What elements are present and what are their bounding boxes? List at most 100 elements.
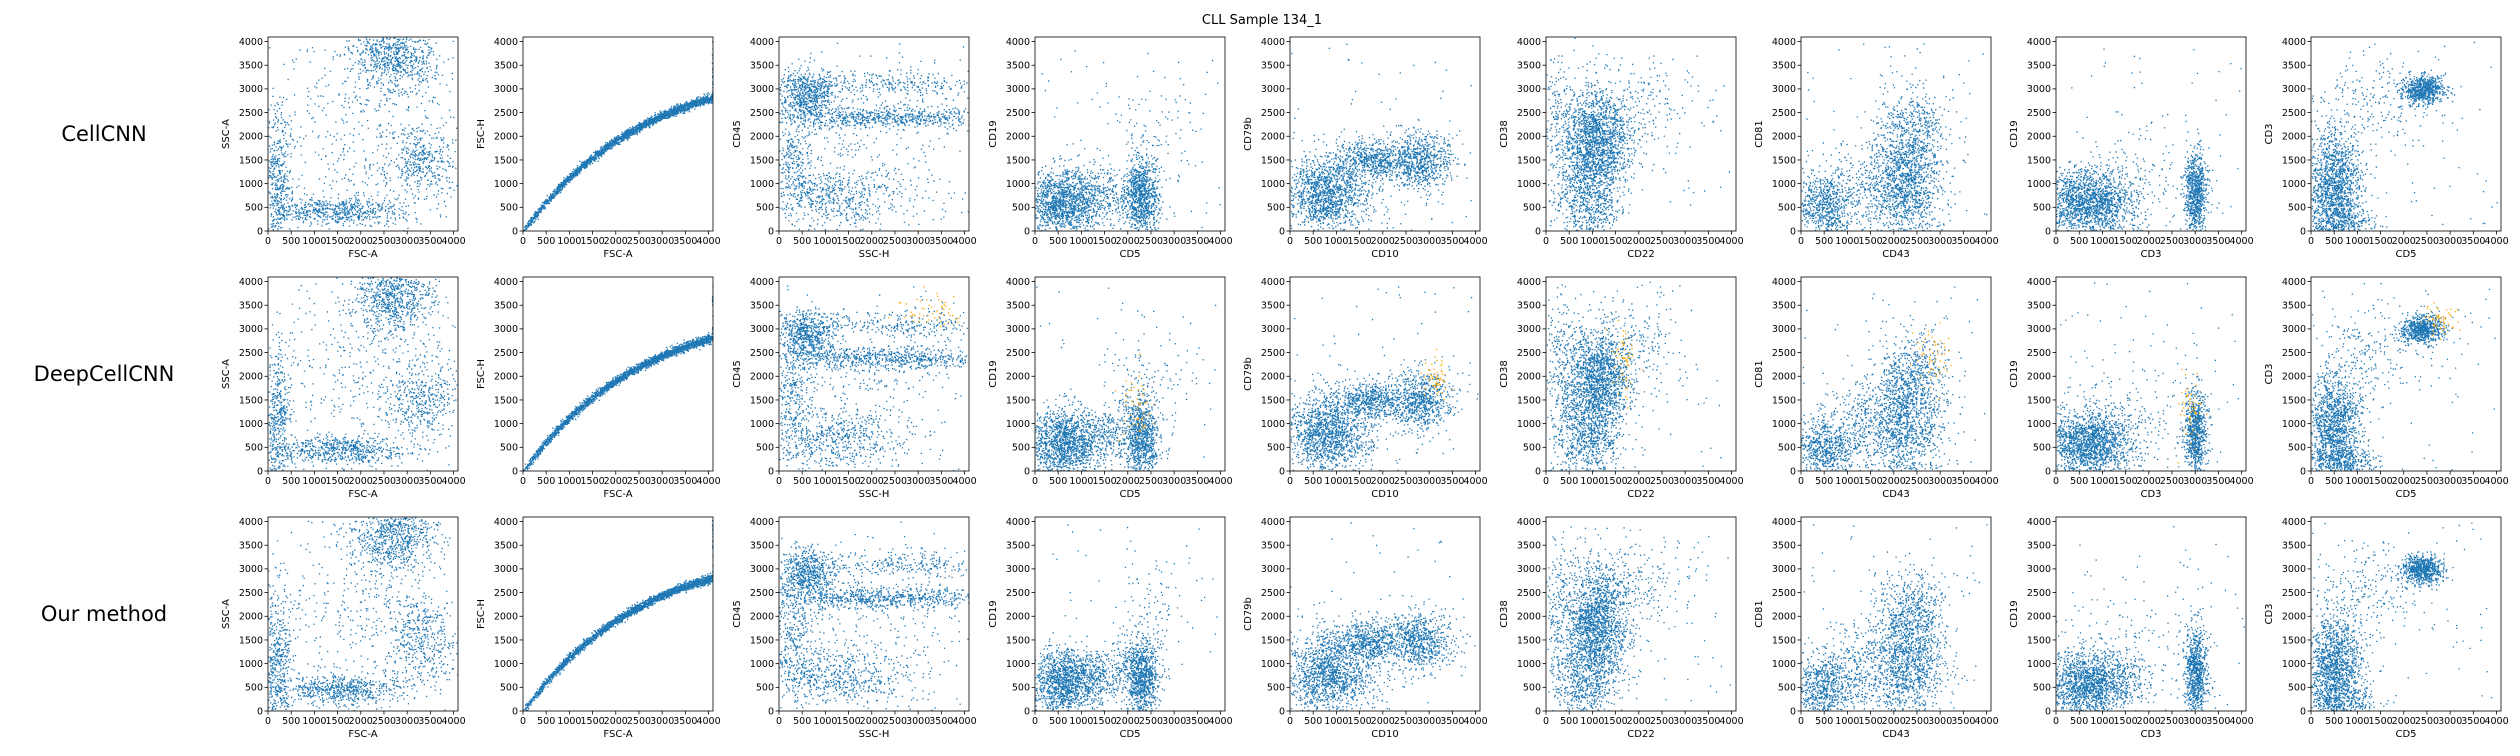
y-tick-label: 2000 <box>1772 612 1796 623</box>
y-tick-label: 0 <box>1535 226 1541 237</box>
x-tick-label: 0 <box>265 236 271 247</box>
scatter-series <box>2056 526 2245 712</box>
x-tick-label: 3500 <box>418 716 442 727</box>
y-tick-label: 2500 <box>1261 348 1285 359</box>
y-tick-label: 4000 <box>239 517 263 528</box>
y-tick-label: 3000 <box>1772 84 1796 95</box>
y-tick-label: 3000 <box>2282 324 2306 335</box>
x-tick-label: 3000 <box>1928 476 1952 487</box>
x-tick-label: 1000 <box>1580 236 1604 247</box>
y-tick-label: 2500 <box>2282 588 2306 599</box>
x-tick-label: 1000 <box>557 716 581 727</box>
x-tick-label: 0 <box>1032 476 1038 487</box>
scatter-series <box>523 284 714 473</box>
y-tick-label: 0 <box>1790 226 1796 237</box>
y-tick-label: 4000 <box>239 277 263 288</box>
y-tick-label: 3500 <box>2027 61 2051 72</box>
y-tick-label: 1500 <box>1772 155 1796 166</box>
y-tick-label: 1000 <box>2282 659 2306 670</box>
x-tick-label: 1500 <box>1603 476 1627 487</box>
y-tick-label: 1000 <box>2027 419 2051 430</box>
x-tick-label: 2000 <box>1371 236 1395 247</box>
x-tick-label: 0 <box>1287 236 1293 247</box>
x-tick-label: 1500 <box>836 476 860 487</box>
x-tick-label: 2500 <box>1650 476 1674 487</box>
x-tick-label: 1000 <box>2090 716 2114 727</box>
y-tick-label: 1000 <box>1261 179 1285 190</box>
x-tick-label: 3000 <box>906 716 930 727</box>
x-tick-label: 3500 <box>2206 476 2230 487</box>
x-tick-label: 1500 <box>325 476 349 487</box>
y-tick-label: 0 <box>2045 466 2051 477</box>
x-tick-label: 2000 <box>2392 716 2416 727</box>
scatter-points <box>779 285 970 472</box>
y-tick-label: 2000 <box>239 612 263 623</box>
x-tick-label: 2500 <box>2415 716 2439 727</box>
y-tick-label: 2000 <box>1517 132 1541 143</box>
y-tick-label: 1500 <box>494 635 518 646</box>
x-tick-label: 500 <box>1049 476 1067 487</box>
x-tick-label: 3500 <box>929 716 953 727</box>
y-tick-label: 2500 <box>750 108 774 119</box>
y-tick-label: 1000 <box>750 179 774 190</box>
y-tick-label: 0 <box>1279 466 1285 477</box>
x-tick-label: 2500 <box>1650 236 1674 247</box>
y-tick-label: 2000 <box>1517 612 1541 623</box>
x-tick-label: 1500 <box>1858 716 1882 727</box>
y-tick-label: 4000 <box>494 277 518 288</box>
scatter-series <box>268 517 458 712</box>
x-tick-label: 1000 <box>557 476 581 487</box>
y-tick-label: 3500 <box>1517 61 1541 72</box>
x-axis-label: CD3 <box>2140 489 2161 500</box>
y-tick-label: 1000 <box>239 179 263 190</box>
panel-1-7: 0050050010001000150015002000200025002500… <box>2009 277 2254 500</box>
x-axis-label: CD10 <box>1371 489 1398 500</box>
x-tick-label: 1000 <box>1069 716 1093 727</box>
y-tick-label: 500 <box>500 443 518 454</box>
panel-1-2: 0050050010001000150015002000200025002500… <box>732 277 977 500</box>
x-tick-label: 1000 <box>2345 716 2369 727</box>
x-tick-label: 3000 <box>1673 476 1697 487</box>
x-axis-label: CD5 <box>2395 489 2416 500</box>
scatter-points <box>1035 287 1216 473</box>
y-axis-label: CD45 <box>732 120 743 147</box>
scatter-series <box>1035 287 1216 473</box>
x-tick-label: 3500 <box>673 716 697 727</box>
x-tick-label: 2000 <box>2137 716 2161 727</box>
scatter-series <box>2311 42 2498 233</box>
x-tick-label: 3000 <box>650 236 674 247</box>
y-tick-label: 2500 <box>494 588 518 599</box>
x-tick-label: 3500 <box>1951 236 1975 247</box>
y-axis-label: CD19 <box>2009 120 2020 147</box>
scatter-series <box>779 43 970 231</box>
x-tick-label: 500 <box>1304 236 1322 247</box>
y-tick-label: 2500 <box>1772 108 1796 119</box>
y-tick-label: 2000 <box>2027 612 2051 623</box>
x-tick-label: 0 <box>265 476 271 487</box>
x-tick-label: 0 <box>1543 476 1549 487</box>
y-tick-label: 500 <box>2288 683 2306 694</box>
y-tick-label: 0 <box>1790 466 1796 477</box>
y-axis-label: SSC-A <box>221 599 232 629</box>
y-tick-label: 0 <box>768 706 774 717</box>
x-tick-label: 500 <box>1049 716 1067 727</box>
y-tick-label: 1500 <box>1261 395 1285 406</box>
y-tick-label: 1500 <box>750 635 774 646</box>
y-tick-label: 3000 <box>750 84 774 95</box>
y-tick-label: 3000 <box>1006 324 1030 335</box>
y-tick-label: 2000 <box>2282 612 2306 623</box>
y-tick-label: 1500 <box>1006 635 1030 646</box>
tick-labels: 0050050010001000150015002000200025002500… <box>2282 37 2509 247</box>
y-tick-label: 1000 <box>239 419 263 430</box>
x-tick-label: 4000 <box>696 236 720 247</box>
y-tick-label: 4000 <box>2282 37 2306 48</box>
y-tick-label: 3500 <box>2027 541 2051 552</box>
x-tick-label: 0 <box>1543 236 1549 247</box>
x-tick-label: 4000 <box>1208 236 1232 247</box>
x-tick-label: 2000 <box>2137 476 2161 487</box>
x-tick-label: 0 <box>1798 236 1804 247</box>
x-tick-label: 2500 <box>2160 716 2184 727</box>
x-tick-label: 2500 <box>883 476 907 487</box>
x-tick-label: 2500 <box>883 236 907 247</box>
x-tick-label: 3500 <box>1185 716 1209 727</box>
